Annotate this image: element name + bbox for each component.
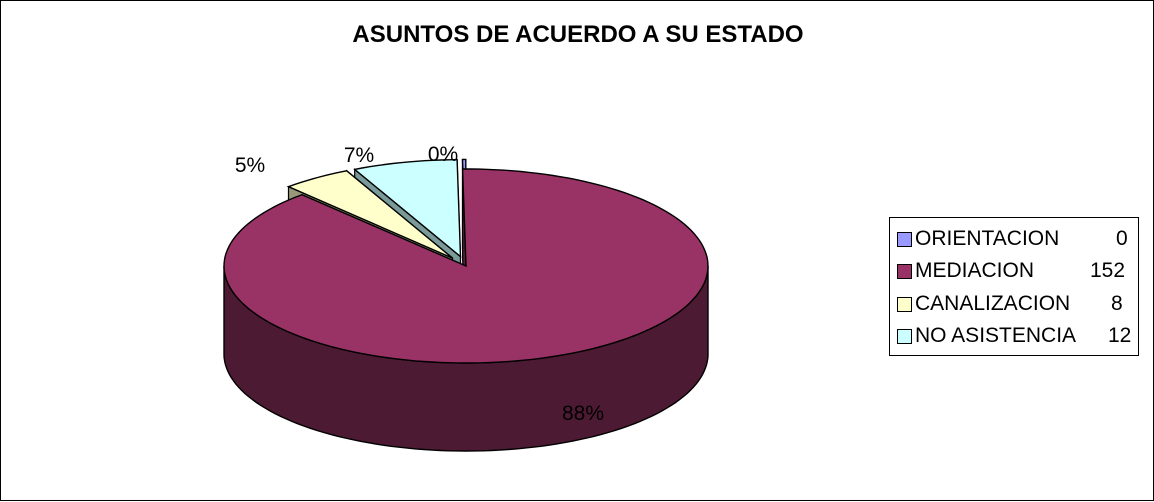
legend-item-no-asistencia: NO ASISTENCIA: [897, 323, 1076, 349]
legend-item-mediacion: MEDIACION: [897, 258, 1034, 284]
legend-item-orientacion: ORIENTACION: [897, 226, 1059, 252]
legend-value: 12: [1108, 324, 1132, 347]
data-label-no-asistencia: 7%: [344, 144, 374, 167]
data-label-orientacion: 0%: [428, 143, 458, 166]
data-label-mediacion: 88%: [562, 402, 604, 425]
pie-slice-mediacion: [223, 168, 709, 364]
chart-title: ASUNTOS DE ACUERDO A SU ESTADO: [352, 21, 804, 48]
legend-swatch: [897, 328, 912, 344]
legend-value: 0: [1116, 227, 1128, 250]
legend-swatch: [897, 296, 912, 312]
legend-swatch: [897, 231, 912, 247]
legend-label: ORIENTACION: [915, 227, 1060, 250]
legend-label: CANALIZACION: [915, 292, 1071, 315]
pie-slice-canalizacion: [286, 170, 453, 259]
legend-label: NO ASISTENCIA: [915, 324, 1077, 347]
legend-swatch: [897, 263, 912, 279]
pie-slice-no-asistencia: [353, 158, 462, 259]
legend-value: 8: [1111, 292, 1123, 315]
chart-legend: ORIENTACION 0 MEDIACION 152 CANALIZACION…: [889, 217, 1139, 356]
legend-value: 152: [1090, 259, 1126, 282]
legend-item-canalizacion: CANALIZACION: [897, 291, 1070, 317]
data-label-canalizacion: 5%: [235, 154, 265, 177]
legend-label: MEDIACION: [915, 259, 1035, 282]
